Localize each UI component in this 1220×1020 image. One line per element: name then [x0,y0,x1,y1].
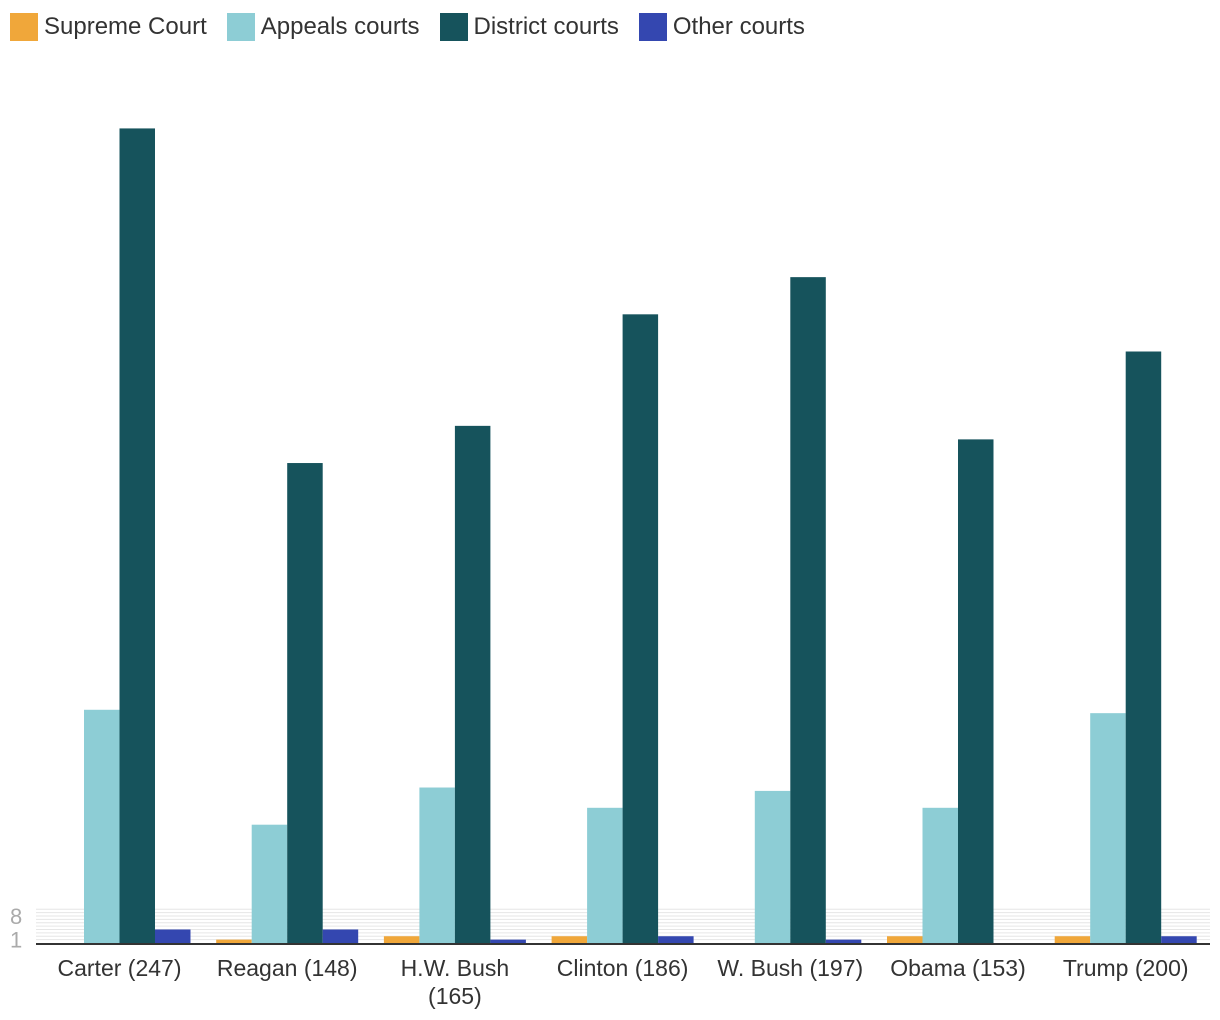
bar-district-courts [790,277,826,943]
legend-item-other-courts: Other courts [638,13,805,41]
legend-swatch-other-courts [638,13,667,41]
bar-district-courts [287,463,323,943]
legend-label-district-courts: District courts [473,13,619,40]
legend-item-supreme-court: Supreme Court [10,13,207,41]
x-tick-label: Reagan (148) [217,955,358,981]
x-tick-label: H.W. Bush (165) [401,955,510,1009]
legend-label-other-courts: Other courts [672,13,805,40]
bar-supreme-court [551,936,588,943]
bar-appeals-courts [587,807,623,943]
y-tick-label: 1 [10,928,22,953]
legend-swatch-appeals-courts [226,13,255,41]
legend-item-district-courts: District courts [439,13,619,41]
bar-appeals-courts [754,790,791,943]
bar-supreme-court [383,936,420,943]
bar-supreme-court [887,936,923,943]
bar-appeals-courts [84,709,120,943]
x-tick-label: Clinton (186) [557,955,689,981]
legend-label-supreme-court: Supreme Court [44,13,207,40]
x-tick-label: Trump (200) [1063,955,1189,981]
legend-swatch-district-courts [439,13,468,41]
x-tick-label: W. Bush (197) [717,955,863,981]
bar-other-courts [658,936,694,943]
bar-district-courts [958,439,994,943]
bar-appeals-courts [1090,713,1126,943]
bar-appeals-courts [419,787,455,943]
bar-district-courts [1125,351,1162,943]
bar-other-courts [322,929,359,943]
bar-supreme-court [1054,936,1091,943]
legend-swatch-supreme-court [10,13,38,41]
bar-other-courts [155,929,191,943]
bar-appeals-courts [922,807,958,943]
bar-appeals-courts [251,824,288,943]
x-tick-label: Obama (153) [890,955,1026,981]
bar-district-courts [119,128,155,944]
bar-district-courts [454,425,491,943]
legend-item-appeals-courts: Appeals courts [226,13,420,41]
x-tick-label: Carter (247) [58,955,182,981]
legend-label-appeals-courts: Appeals courts [260,13,420,40]
bar-supreme-court [216,939,252,943]
bar-other-courts [825,939,862,943]
y-tick-label: 8 [10,904,22,929]
bar-other-courts [1161,936,1197,943]
chart-legend: Supreme Court Appeals courts District co… [10,10,825,44]
bar-district-courts [622,314,659,943]
bar-other-courts [490,939,526,943]
